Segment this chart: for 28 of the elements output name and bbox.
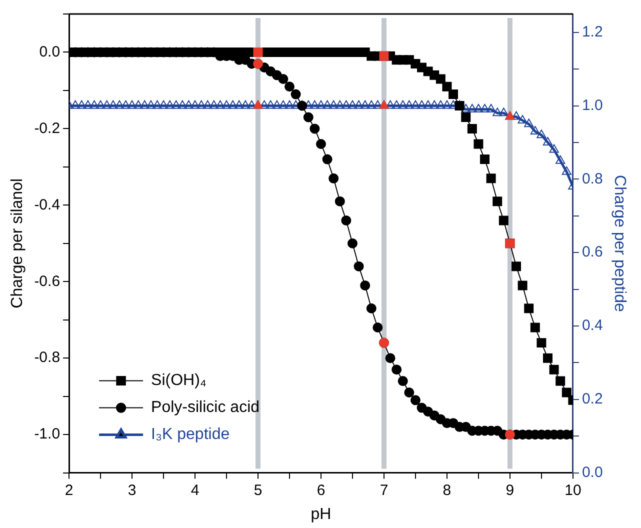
legend-label: I₃K peptide [151, 426, 230, 444]
y-tick-label: -0.4 [34, 196, 60, 214]
y2-tick-label: 0.2 [582, 390, 603, 408]
x-tick-label: 10 [564, 482, 582, 499]
x-tick-label: 4 [190, 482, 200, 499]
y-tick-label: 0.0 [39, 43, 60, 60]
y2-tick-label: 1.0 [582, 96, 603, 114]
x-tick-label: 8 [442, 482, 452, 499]
x-tick-label: 5 [254, 482, 262, 499]
x-tick-label: 3 [128, 482, 136, 499]
y-tick-label: -0.8 [34, 349, 60, 366]
y2-tick-label: 0.8 [582, 170, 603, 188]
y-tick-label: -0.2 [34, 120, 60, 137]
x-tick-label: 6 [316, 482, 326, 499]
y2-axis-title: Charge per peptide [610, 174, 628, 312]
legend-label: Poly-silicic acid [151, 399, 260, 416]
y2-tick-label: 0.0 [582, 464, 603, 481]
y-tick-label: -1.0 [34, 426, 60, 443]
x-tick-label: 9 [506, 482, 514, 499]
legend-label: Si(OH)₄ [151, 372, 206, 390]
y2-tick-label: 1.2 [582, 23, 603, 40]
x-axis-title: pH [310, 506, 332, 523]
x-tick-label: 2 [64, 482, 74, 499]
y2-tick-label: 0.4 [582, 317, 603, 334]
y2-tick-label: 0.6 [582, 244, 603, 261]
x-tick-label: 7 [380, 482, 388, 499]
y-tick-label: -0.6 [34, 272, 60, 290]
y-axis-title: Charge per silanol [9, 178, 26, 308]
